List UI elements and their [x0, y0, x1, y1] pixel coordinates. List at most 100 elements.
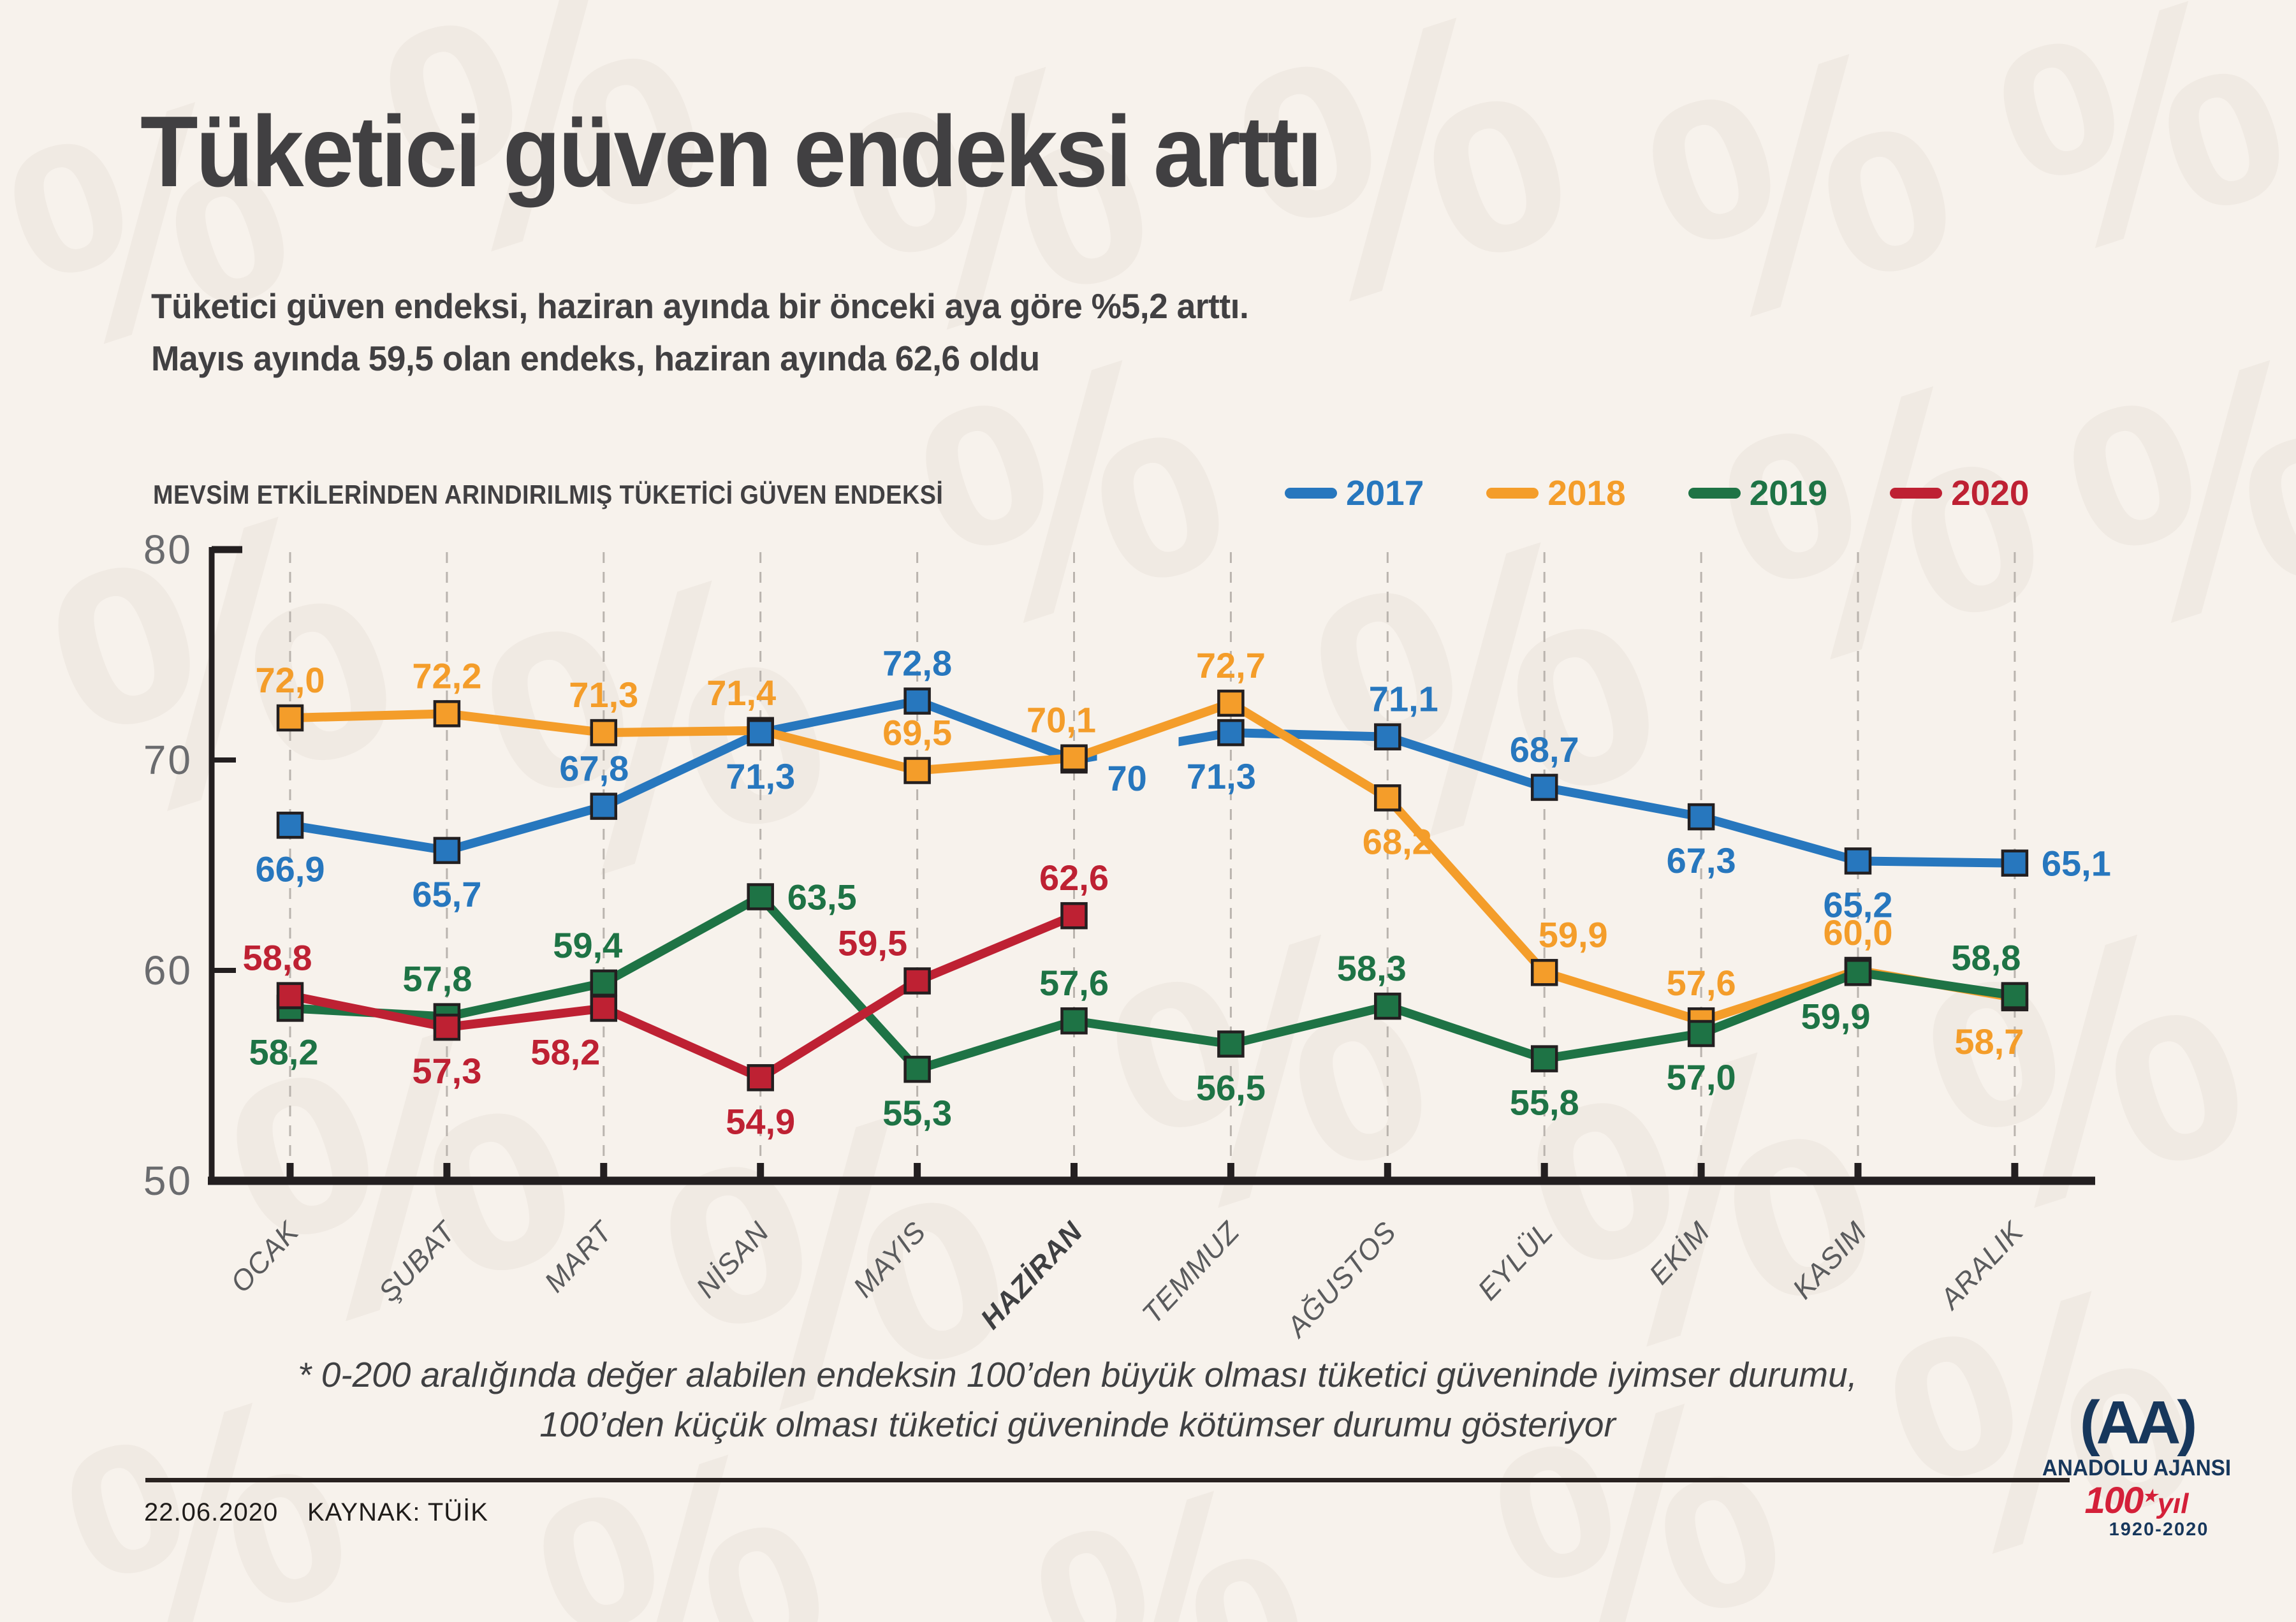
data-label-2018-EKİM: 57,6 — [1667, 963, 1736, 1003]
legend-label-2020: 2020 — [1951, 473, 2029, 513]
data-point-2017-EYLÜL — [1530, 773, 1558, 801]
data-label-2019-MART: 59,4 — [553, 925, 622, 965]
y-axis-label: 50 — [143, 1158, 193, 1204]
data-point-2019-KASIM — [1844, 959, 1872, 986]
data-point-2020-HAZİRAN — [1060, 902, 1088, 930]
data-label-2017-AĞUSTOS: 71,1 — [1369, 679, 1438, 719]
legend-swatch-2018 — [1486, 487, 1539, 499]
legend-swatch-2020 — [1890, 487, 1943, 499]
data-label-2020-MAYIS: 59,5 — [838, 923, 907, 963]
data-label-2020-HAZİRAN: 62,6 — [1039, 858, 1109, 898]
data-label-2017-NİSAN: 71,3 — [726, 756, 795, 796]
chart-title: MEVSİM ETKİLERİNDEN ARINDIRILMIŞ TÜKETİC… — [153, 479, 944, 509]
data-point-2020-NİSAN — [747, 1064, 774, 1092]
data-point-2018-ŞUBAT — [433, 700, 461, 727]
data-label-2017-HAZİRAN: 70 — [1108, 758, 1147, 798]
data-point-2018-TEMMUZ — [1217, 689, 1245, 717]
data-label-2018-AĞUSTOS: 68,2 — [1363, 821, 1432, 861]
data-label-2019-NİSAN: 63,5 — [787, 877, 857, 917]
data-point-2017-MART — [590, 793, 618, 820]
data-label-2018-TEMMUZ: 72,7 — [1196, 645, 1266, 685]
x-axis-label: ŞUBAT — [372, 1214, 462, 1308]
data-label-2017-MART: 67,8 — [559, 749, 629, 789]
page-title: Tüketici güven endeksi arttı — [140, 96, 1323, 208]
aa-centennial: 100★yıl — [2031, 1482, 2242, 1519]
data-label-2020-ŞUBAT: 57,3 — [412, 1051, 481, 1091]
data-point-2017-MAYIS — [903, 687, 931, 715]
legend-item-2017: 2017 — [1285, 472, 1424, 513]
x-axis-label: MAYIS — [847, 1215, 932, 1303]
data-label-2018-ARALIK: 58,7 — [1954, 1021, 2024, 1062]
footnote-line-2: 100’den küçük olması tüketici güveninde … — [539, 1405, 1616, 1444]
data-label-2019-OCAK: 58,2 — [249, 1032, 319, 1072]
data-label-2017-MAYIS: 72,8 — [882, 643, 952, 683]
aa-agency-name: ANADOLU AJANSI — [2042, 1456, 2232, 1481]
star-icon: ★ — [2142, 1486, 2158, 1506]
data-label-2019-ŞUBAT: 57,8 — [402, 959, 472, 999]
data-point-2019-NİSAN — [747, 883, 774, 910]
data-point-2017-OCAK — [276, 812, 304, 839]
data-point-2018-HAZİRAN — [1060, 744, 1088, 771]
legend-item-2020: 2020 — [1890, 472, 2029, 513]
centennial-number: 100 — [2084, 1480, 2144, 1522]
legend-item-2019: 2019 — [1688, 472, 1827, 513]
x-axis-label: OCAK — [224, 1215, 305, 1299]
data-point-2018-MAYIS — [903, 757, 931, 784]
series-line-2020 — [286, 911, 1079, 1083]
x-axis-label: MART — [538, 1214, 620, 1298]
data-point-2018-AĞUSTOS — [1374, 784, 1401, 812]
data-point-2019-ARALIK — [2001, 982, 2029, 1009]
x-axis-label: HAZİRAN — [974, 1215, 1090, 1335]
data-point-2019-HAZİRAN — [1060, 1007, 1088, 1035]
data-label-2017-KASIM: 65,2 — [1824, 884, 1893, 924]
data-label-2018-EYLÜL: 59,9 — [1539, 914, 1608, 954]
chart-legend: 2017 2018 2019 2020 — [1285, 472, 2029, 513]
data-point-2019-EKİM — [1687, 1019, 1715, 1048]
footer-divider — [145, 1478, 2070, 1482]
data-label-2018-MART: 71,3 — [569, 675, 638, 715]
data-point-2017-AĞUSTOS — [1374, 723, 1401, 750]
y-axis-label: 80 — [143, 527, 193, 573]
data-label-2017-EYLÜL: 68,7 — [1510, 729, 1579, 770]
data-label-2020-NİSAN: 54,9 — [726, 1101, 795, 1141]
centennial-suffix: yıl — [2157, 1488, 2189, 1520]
data-label-2020-MART: 58,2 — [530, 1032, 600, 1072]
data-point-2020-ŞUBAT — [433, 1013, 461, 1041]
legend-swatch-2017 — [1285, 487, 1337, 499]
legend-swatch-2019 — [1688, 487, 1741, 499]
data-label-2019-TEMMUZ: 56,5 — [1196, 1068, 1266, 1108]
x-axis-label: AĞUSTOS — [1279, 1215, 1403, 1344]
data-label-2019-AĞUSTOS: 58,3 — [1337, 948, 1407, 988]
publish-date: 22.06.2020 — [144, 1498, 279, 1526]
data-label-2018-HAZİRAN: 70,1 — [1027, 700, 1096, 740]
data-label-2018-OCAK: 72,0 — [256, 660, 325, 700]
series-line-2019 — [286, 892, 2019, 1074]
data-label-2017-ARALIK: 65,1 — [2042, 844, 2111, 884]
data-label-2018-ŞUBAT: 72,2 — [412, 655, 481, 696]
x-axis-label: EKİM — [1642, 1215, 1716, 1290]
x-axis-label: ARALIK — [1933, 1215, 2030, 1316]
data-label-2019-EKİM: 57,0 — [1667, 1057, 1736, 1097]
x-axis-label: NİSAN — [690, 1215, 776, 1304]
data-label-2019-HAZİRAN: 57,6 — [1039, 963, 1109, 1003]
data-label-2018-MAYIS: 69,5 — [882, 713, 952, 753]
data-label-2019-MAYIS: 55,3 — [882, 1093, 952, 1133]
aa-logo: (AA) ANADOLU AJANSI 100★yıl 1920-2020 — [2031, 1392, 2242, 1540]
data-label-2017-EKİM: 67,3 — [1667, 840, 1736, 880]
data-point-2020-OCAK — [276, 982, 304, 1009]
data-point-2017-ŞUBAT — [433, 837, 461, 865]
data-label-2019-KASIM: 59,9 — [1801, 996, 1871, 1036]
aa-years: 1920-2020 — [2109, 1519, 2209, 1540]
data-label-2017-ŞUBAT: 65,7 — [412, 874, 481, 914]
data-point-2019-MART — [590, 969, 618, 997]
data-point-2019-EYLÜL — [1530, 1045, 1558, 1072]
data-source: KAYNAK: TÜİK — [307, 1498, 488, 1526]
data-label-2017-OCAK: 66,9 — [256, 849, 325, 889]
data-label-2018-NİSAN: 71,4 — [706, 673, 776, 713]
data-point-2017-TEMMUZ — [1217, 719, 1245, 747]
data-point-2017-EKİM — [1687, 803, 1715, 831]
data-point-2017-NİSAN — [747, 719, 774, 747]
x-axis-label: EYLÜL — [1472, 1215, 1560, 1306]
